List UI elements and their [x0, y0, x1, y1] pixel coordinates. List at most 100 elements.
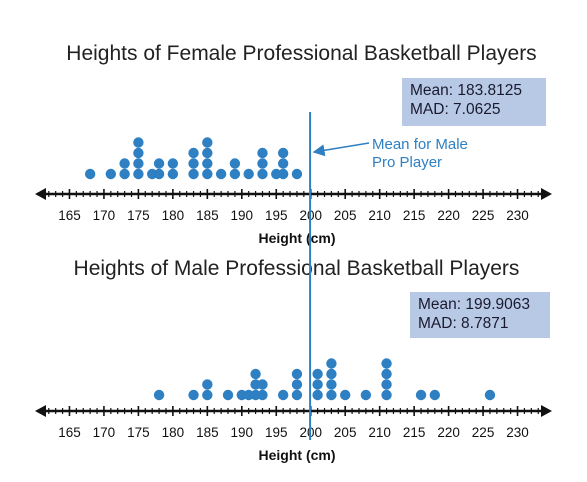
female-data-dot	[153, 158, 165, 169]
male-data-dot	[429, 389, 441, 401]
male-data-dot	[326, 389, 337, 401]
female-data-dot	[257, 147, 268, 159]
male-tick-label: 190	[231, 425, 254, 440]
male-data-dot	[277, 389, 289, 401]
mean-annotation-arrow	[312, 142, 370, 157]
female-data-dot	[105, 168, 117, 180]
female-mad-label: MAD: 7.0625	[410, 101, 501, 118]
male-tick-label: 225	[472, 425, 495, 440]
female-data-dot	[277, 147, 289, 159]
male-data-dot	[484, 389, 496, 401]
male-data-dot	[291, 389, 303, 401]
male-mad-label: MAD: 8.7871	[418, 315, 509, 332]
female-tick-label: 210	[368, 208, 391, 223]
female-tick-label: 175	[127, 208, 150, 223]
female-tick-label: 215	[403, 208, 426, 223]
male-data-dot	[381, 389, 392, 401]
male-data-dot	[381, 368, 392, 380]
male-data-dot	[360, 389, 372, 401]
male-tick-label: 180	[162, 425, 185, 440]
female-data-dot	[277, 168, 289, 180]
female-tick-label: 225	[472, 208, 495, 223]
female-data-dot	[153, 168, 165, 180]
mean-annotation-line2: Pro Player	[372, 154, 443, 171]
female-data-dot	[215, 168, 227, 180]
male-data-dot	[381, 379, 392, 390]
female-tick-label: 185	[196, 208, 219, 223]
male-data-dot	[312, 389, 323, 401]
female-data-dot	[133, 137, 144, 148]
male-axis-left-arrow	[35, 405, 46, 417]
male-data-dot	[291, 368, 303, 380]
male-data-dot	[326, 379, 337, 390]
mean-annotation: Mean for Male Pro Player	[372, 136, 468, 172]
male-tick-label: 205	[334, 425, 357, 440]
male-axis-title: Height (cm)	[259, 447, 336, 463]
female-data-dot	[202, 168, 213, 180]
female-data-dot	[243, 168, 254, 180]
female-data-dot	[84, 168, 96, 180]
male-data-dot	[326, 368, 337, 380]
male-data-dot	[257, 379, 268, 390]
male-stats-box: Mean: 199.9063 MAD: 8.7871	[410, 292, 550, 338]
male-data-dot	[312, 368, 323, 380]
male-data-dot	[250, 368, 261, 380]
male-mean-label: Mean: 199.9063	[418, 296, 531, 313]
mean-annotation-line1: Mean for Male	[372, 136, 468, 153]
male-tick-label: 195	[265, 425, 288, 440]
female-data-dot	[188, 147, 199, 159]
female-tick-label: 195	[265, 208, 288, 223]
female-data-dot	[188, 158, 199, 169]
male-data-dot	[188, 389, 199, 401]
male-data-dot	[222, 389, 234, 401]
female-data-dot	[133, 158, 144, 169]
female-dot-plot: 1651701751801851901952002052102152202252…	[35, 137, 552, 246]
male-tick-label: 175	[127, 425, 150, 440]
female-data-dot	[119, 158, 130, 169]
female-tick-label: 205	[334, 208, 357, 223]
female-data-dot	[291, 168, 303, 180]
male-dot-plot: 1651701751801851901952002052102152202252…	[35, 358, 552, 463]
female-axis-title: Height (cm)	[259, 230, 336, 246]
female-data-dot	[167, 168, 179, 180]
male-tick-label: 185	[196, 425, 219, 440]
female-tick-label: 190	[231, 208, 254, 223]
female-data-dot	[133, 168, 144, 180]
female-mean-label: Mean: 183.8125	[410, 82, 523, 99]
male-data-dot	[326, 358, 337, 369]
male-tick-label: 215	[403, 425, 426, 440]
male-data-dot	[312, 379, 323, 390]
male-tick-label: 230	[506, 425, 529, 440]
female-data-dot	[119, 168, 130, 180]
female-axis-right-arrow	[541, 188, 552, 200]
female-chart-title: Heights of Female Professional Basketbal…	[66, 42, 537, 65]
female-data-dot	[277, 158, 289, 169]
female-tick-label: 180	[162, 208, 185, 223]
male-tick-label: 210	[368, 425, 391, 440]
female-axis-left-arrow	[35, 188, 46, 200]
female-data-dot	[202, 158, 213, 169]
female-stats-box: Mean: 183.8125 MAD: 7.0625	[402, 78, 546, 126]
male-data-dot	[257, 389, 268, 401]
male-axis-right-arrow	[541, 405, 552, 417]
female-data-dot	[229, 168, 241, 180]
male-data-dot	[415, 389, 427, 401]
female-tick-label: 165	[58, 208, 81, 223]
male-data-dot	[153, 389, 165, 401]
female-data-dot	[133, 147, 144, 159]
male-tick-label: 165	[58, 425, 81, 440]
female-data-dot	[202, 147, 213, 159]
female-tick-label: 170	[93, 208, 116, 223]
male-data-dot	[202, 379, 213, 390]
male-tick-label: 220	[437, 425, 460, 440]
male-data-dot	[291, 379, 303, 390]
female-data-dot	[257, 158, 268, 169]
male-data-dot	[202, 389, 213, 401]
male-data-dot	[381, 358, 392, 369]
female-data-dot	[257, 168, 268, 180]
male-data-dot	[340, 389, 351, 401]
female-data-dot	[202, 137, 213, 148]
female-tick-label: 230	[506, 208, 529, 223]
female-tick-label: 220	[437, 208, 460, 223]
